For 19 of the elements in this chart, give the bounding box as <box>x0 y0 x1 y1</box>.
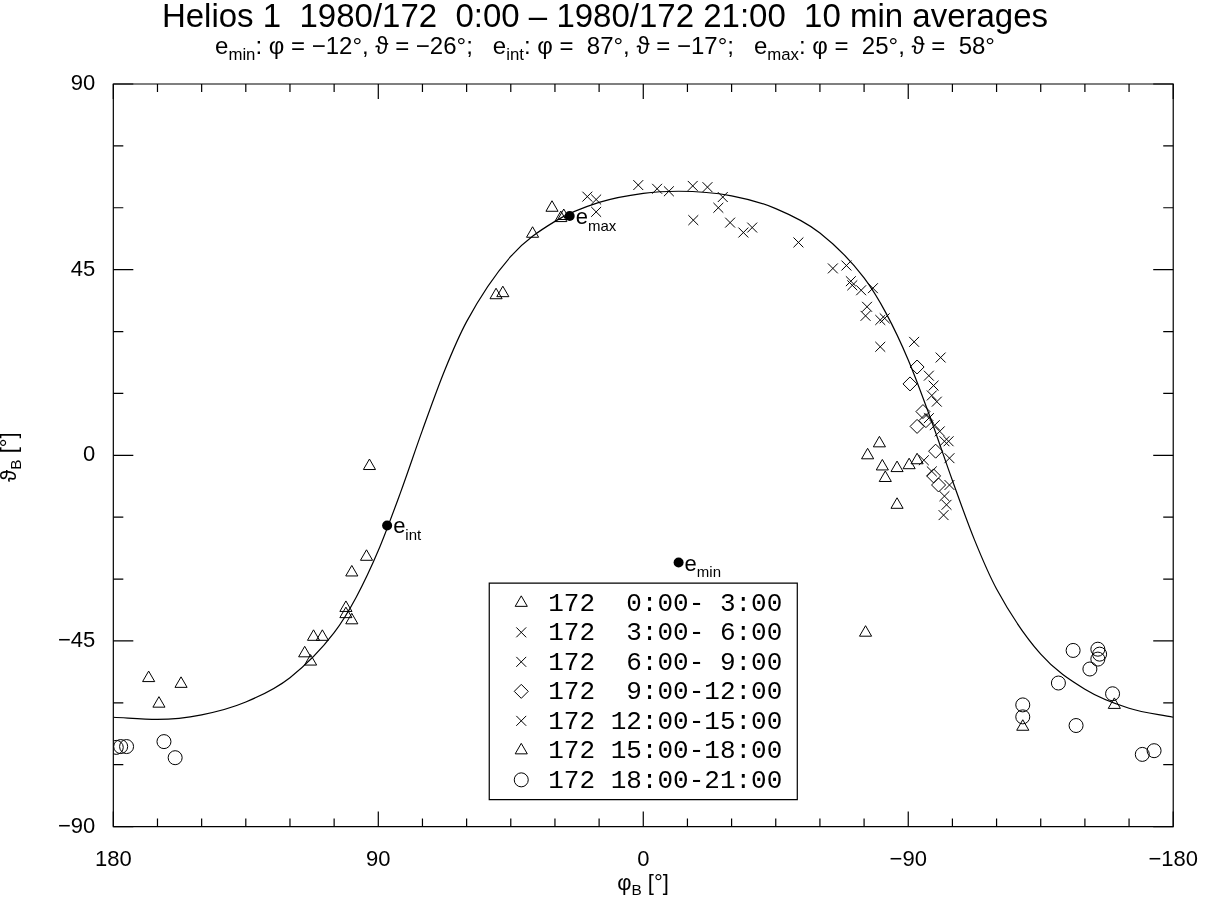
legend-label: 172 3:00- 6:00 <box>548 618 783 649</box>
y-tick-label: 0 <box>83 441 96 467</box>
chart-subtitle: e$_{min}$: φ = −12°, ϑ = −26°; e$_{int}$: φ = 87°, ϑ = −17°; e$_{max}$: φ = 25°, ϑ = 58° <box>214 32 995 66</box>
legend-label: 172 18:00-21:00 <box>548 765 783 796</box>
x-tick-label: −180 <box>1148 845 1198 871</box>
y-tick-label: −45 <box>57 627 96 653</box>
y-tick-label: −90 <box>57 812 96 838</box>
x-axis-title: φ$_{B}$ [°] <box>616 870 670 901</box>
legend-label: 172 9:00-12:00 <box>548 677 783 708</box>
legend-label: 172 6:00- 9:00 <box>548 647 783 678</box>
legend-label: 172 0:00- 3:00 <box>548 588 783 619</box>
x-tick-label: 0 <box>637 845 650 871</box>
x-tick-label: −90 <box>889 845 927 871</box>
x-tick-label: 90 <box>366 845 391 871</box>
legend-label: 172 12:00-15:00 <box>548 706 783 737</box>
y-tick-label: 45 <box>70 255 96 281</box>
legend-label: 172 15:00-18:00 <box>548 736 783 767</box>
x-tick-label: 180 <box>94 845 132 871</box>
y-tick-label: 90 <box>70 70 96 96</box>
